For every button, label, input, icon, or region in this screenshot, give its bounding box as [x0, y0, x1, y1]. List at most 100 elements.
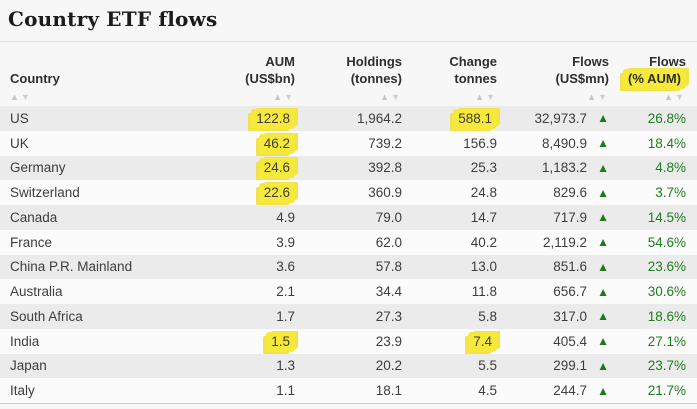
- cell-flows: 32,973.7 ▲: [497, 111, 609, 126]
- cell-holdings: 27.3: [295, 309, 402, 324]
- flows-pct-value: 18.4%: [647, 135, 686, 151]
- sort-controls: ▲▼: [609, 90, 686, 106]
- sort-desc-icon[interactable]: ▼: [284, 92, 295, 102]
- holdings-value: 79.0: [375, 209, 402, 225]
- cell-flows: 8,490.9 ▲: [497, 136, 609, 151]
- holdings-value: 34.4: [375, 284, 402, 300]
- country-value: US: [10, 110, 29, 126]
- highlighted-change-value: 7.4: [468, 331, 497, 352]
- cell-change: 5.5: [402, 358, 497, 373]
- sort-controls: ▲▼: [295, 90, 402, 106]
- up-triangle-icon: ▲: [597, 383, 609, 398]
- aum-value: 4.9: [276, 209, 295, 225]
- country-value: India: [10, 333, 40, 349]
- cell-change: 11.8: [402, 284, 497, 299]
- column-label-text: (US$bn): [245, 71, 295, 86]
- cell-change: 5.8: [402, 309, 497, 324]
- cell-flows-pct: 30.6%: [609, 284, 686, 299]
- column-label-line2: (US$bn): [210, 70, 295, 87]
- sort-asc-icon[interactable]: ▲: [273, 92, 285, 102]
- cell-change: 4.5: [402, 383, 497, 398]
- country-value: UK: [10, 135, 29, 151]
- cell-flows-pct: 18.6%: [609, 309, 686, 324]
- cell-change: 24.8: [402, 185, 497, 200]
- cell-country: India: [10, 334, 210, 349]
- column-header-change[interactable]: Change tonnes ▲▼: [402, 53, 497, 106]
- change-value: 13.0: [470, 259, 497, 275]
- up-triangle-icon: ▲: [597, 358, 609, 373]
- flows-value: 405.4: [553, 333, 587, 349]
- sort-asc-icon[interactable]: ▲: [10, 92, 21, 102]
- flows-value: 1,183.2: [541, 160, 587, 176]
- highlighted-aum-value: 46.2: [258, 133, 295, 154]
- page-title: Country ETF flows: [8, 7, 218, 31]
- sort-asc-icon[interactable]: ▲: [664, 92, 676, 102]
- highlighted-aum-value: 22.6: [258, 183, 295, 204]
- column-label-line2: (% AUM): [609, 69, 686, 89]
- sort-controls: ▲▼: [210, 90, 295, 106]
- cell-holdings: 739.2: [295, 136, 402, 151]
- column-header-country[interactable]: Country ▲▼: [10, 53, 210, 106]
- cell-holdings: 57.8: [295, 259, 402, 274]
- country-value: France: [10, 234, 53, 250]
- sort-asc-icon[interactable]: ▲: [380, 92, 392, 102]
- cell-holdings: 79.0: [295, 210, 402, 225]
- table-row-india: India 1.5 23.9 7.4 405.4 ▲ 27.1%: [0, 328, 697, 354]
- column-label-line2: (US$mn): [497, 70, 609, 87]
- sort-asc-icon[interactable]: ▲: [587, 92, 599, 102]
- cell-aum: 122.8: [210, 108, 295, 129]
- sort-desc-icon[interactable]: ▼: [20, 92, 32, 102]
- up-triangle-icon: ▲: [597, 111, 609, 126]
- holdings-value: 18.1: [375, 383, 402, 399]
- sort-desc-icon[interactable]: ▼: [598, 92, 609, 102]
- table-row-switzerland: Switzerland 22.6 360.9 24.8 829.6 ▲ 3.7%: [0, 180, 697, 205]
- table-row-us: US 122.8 1,964.2 588.1 32,973.7 ▲ 26.8%: [0, 106, 697, 131]
- column-header-holdings[interactable]: Holdings (tonnes) ▲▼: [295, 53, 402, 106]
- holdings-value: 23.9: [375, 333, 402, 349]
- flows-value: 829.6: [553, 185, 587, 201]
- table-row-uk: UK 46.2 739.2 156.9 8,490.9 ▲ 18.4%: [0, 130, 697, 156]
- sort-desc-icon[interactable]: ▼: [391, 92, 402, 102]
- flows-pct-value: 3.7%: [655, 185, 686, 201]
- column-label-line1: Flows: [649, 54, 686, 69]
- table-row-south-africa: South Africa 1.7 27.3 5.8 317.0 ▲ 18.6%: [0, 304, 697, 329]
- sort-desc-icon[interactable]: ▼: [486, 92, 497, 102]
- cell-country: Germany: [10, 160, 210, 175]
- up-triangle-icon: ▲: [597, 235, 609, 250]
- up-triangle-icon: ▲: [597, 334, 609, 349]
- column-header-aum[interactable]: AUM (US$bn) ▲▼: [210, 53, 295, 106]
- column-label-line1: Change: [449, 54, 497, 69]
- cell-holdings: 1,964.2: [295, 111, 402, 126]
- cell-holdings: 34.4: [295, 284, 402, 299]
- holdings-value: 360.9: [368, 185, 402, 201]
- highlighted-change-value: 588.1: [453, 108, 497, 129]
- holdings-value: 57.8: [375, 259, 402, 275]
- cell-flows: 717.9 ▲: [497, 210, 609, 225]
- table-row-germany: Germany 24.6 392.8 25.3 1,183.2 ▲ 4.8%: [0, 155, 697, 181]
- column-label-text: (tonnes): [350, 71, 402, 86]
- cell-aum: 3.6: [210, 259, 295, 274]
- sort-desc-icon[interactable]: ▼: [675, 92, 686, 102]
- sort-asc-icon[interactable]: ▲: [475, 92, 487, 102]
- column-label-line1: AUM: [265, 54, 295, 69]
- cell-change: 14.7: [402, 210, 497, 225]
- column-label-line1: [10, 53, 210, 70]
- cell-holdings: 360.9: [295, 185, 402, 200]
- cell-aum: 4.9: [210, 210, 295, 225]
- aum-value: 1.3: [276, 358, 295, 374]
- up-triangle-icon: ▲: [597, 210, 609, 225]
- table-row-australia: Australia 2.1 34.4 11.8 656.7 ▲ 30.6%: [0, 279, 697, 304]
- up-triangle-icon: ▲: [597, 160, 609, 175]
- cell-flows-pct: 4.8%: [609, 160, 686, 175]
- highlighted-aum-value: 24.6: [258, 158, 295, 179]
- sort-controls: ▲▼: [402, 90, 497, 106]
- cell-change: 13.0: [402, 259, 497, 274]
- cell-country: Italy: [10, 383, 210, 398]
- column-header-flows[interactable]: Flows (US$mn) ▲▼: [497, 53, 609, 106]
- cell-flows: 1,183.2 ▲: [497, 160, 609, 175]
- column-header-flows_pct[interactable]: Flows (% AUM) ▲▼: [609, 53, 686, 106]
- cell-country: Australia: [10, 284, 210, 299]
- flows-pct-value: 23.7%: [647, 358, 686, 374]
- aum-value: 1.1: [276, 383, 295, 399]
